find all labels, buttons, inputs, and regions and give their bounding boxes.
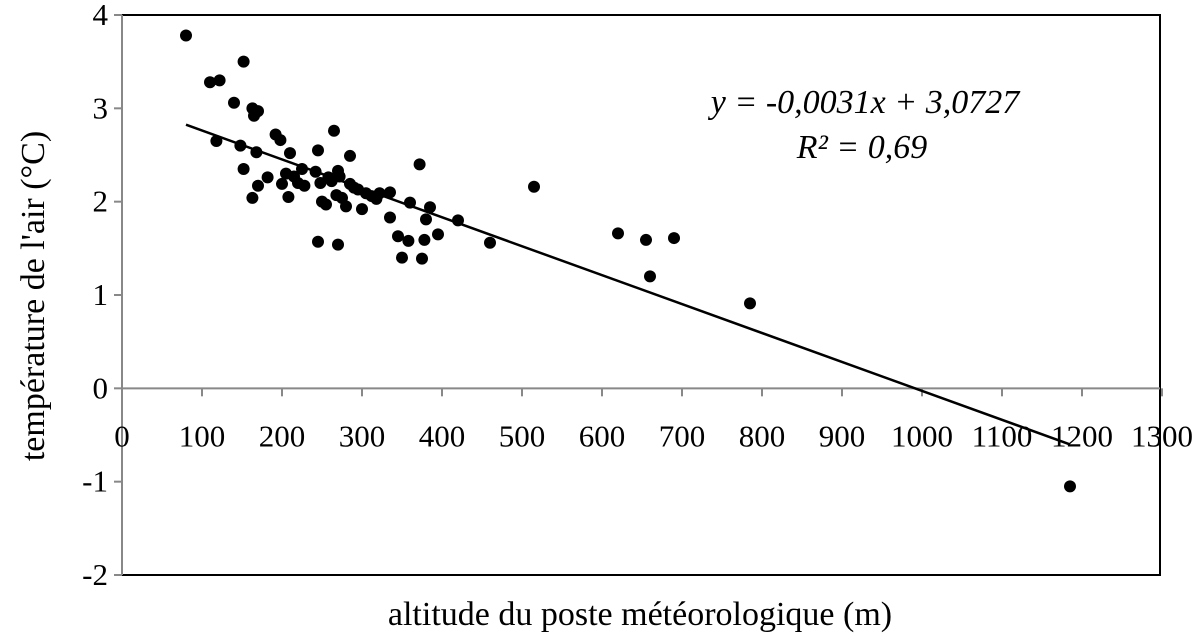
data-point xyxy=(204,76,216,89)
x-tick-label: 400 xyxy=(419,418,466,453)
data-point xyxy=(228,96,240,109)
data-point xyxy=(384,211,396,224)
x-tick-label: 600 xyxy=(579,418,626,453)
y-axis-title: température de l'air (°C) xyxy=(15,131,52,461)
data-point xyxy=(356,203,368,216)
data-point xyxy=(392,230,404,243)
data-point xyxy=(668,232,680,245)
data-point xyxy=(644,270,656,283)
data-point xyxy=(213,74,226,87)
data-point xyxy=(612,227,624,240)
x-axis-title: altitude du poste météorologique (m) xyxy=(388,596,892,633)
x-tick-label: 500 xyxy=(499,418,546,453)
x-tick-label: 0 xyxy=(114,418,130,453)
x-tick-label: 1300 xyxy=(1131,418,1193,453)
data-point xyxy=(432,228,444,241)
y-tick-label: 3 xyxy=(93,90,109,125)
data-point xyxy=(252,179,264,192)
data-point xyxy=(640,233,652,246)
data-point xyxy=(237,163,250,175)
x-axis-ticks: 0 100 200 300 400 500 600 700 800 900 1000 1100 1200… xyxy=(114,388,1193,453)
data-point xyxy=(261,171,274,184)
data-point xyxy=(1064,480,1076,493)
data-point xyxy=(420,213,432,226)
x-tick-label: 1000 xyxy=(891,418,953,453)
data-point xyxy=(274,134,287,147)
x-tick-label: 800 xyxy=(739,418,786,453)
data-point xyxy=(384,186,396,199)
data-point xyxy=(298,179,311,192)
x-tick-label: 900 xyxy=(819,418,866,453)
y-tick-label: -2 xyxy=(82,557,108,592)
x-tick-label: 200 xyxy=(259,418,306,453)
data-point xyxy=(180,29,192,42)
y-axis-ticks: 4 3 2 1 0 -1 -2 xyxy=(82,0,122,592)
x-tick-label: 300 xyxy=(339,418,386,453)
data-point xyxy=(418,233,431,246)
data-point xyxy=(396,251,408,264)
data-point xyxy=(320,198,332,211)
x-tick-label: 1200 xyxy=(1051,418,1113,453)
trendline xyxy=(185,123,1071,446)
y-tick-label: 0 xyxy=(93,370,109,405)
data-point xyxy=(246,191,259,204)
x-tick-label: 700 xyxy=(659,418,706,453)
equation-label: y = -0,0031x + 3,0727 xyxy=(708,84,1021,121)
data-point xyxy=(276,177,288,190)
data-point xyxy=(402,234,415,247)
data-point xyxy=(424,201,436,214)
data-point xyxy=(284,147,296,160)
data-point xyxy=(528,180,540,193)
data-point xyxy=(484,236,496,249)
y-tick-label: 4 xyxy=(93,0,109,32)
x-tick-label: 1100 xyxy=(972,418,1033,453)
data-point xyxy=(344,149,356,162)
data-point xyxy=(312,144,324,157)
data-point xyxy=(332,238,344,251)
y-tick-label: 2 xyxy=(93,184,109,219)
data-point xyxy=(252,105,264,118)
data-point xyxy=(413,158,426,171)
y-tick-label: -1 xyxy=(82,464,108,499)
data-point xyxy=(340,200,352,213)
data-point xyxy=(416,252,428,265)
y-tick-label: 1 xyxy=(93,277,109,312)
data-points xyxy=(180,29,1076,493)
data-point xyxy=(328,124,340,137)
x-tick-label: 100 xyxy=(179,418,226,453)
data-point xyxy=(744,297,756,310)
data-point xyxy=(312,235,324,248)
r-squared-label: R² = 0,69 xyxy=(796,129,927,166)
data-point xyxy=(282,191,295,203)
data-point xyxy=(237,55,250,68)
